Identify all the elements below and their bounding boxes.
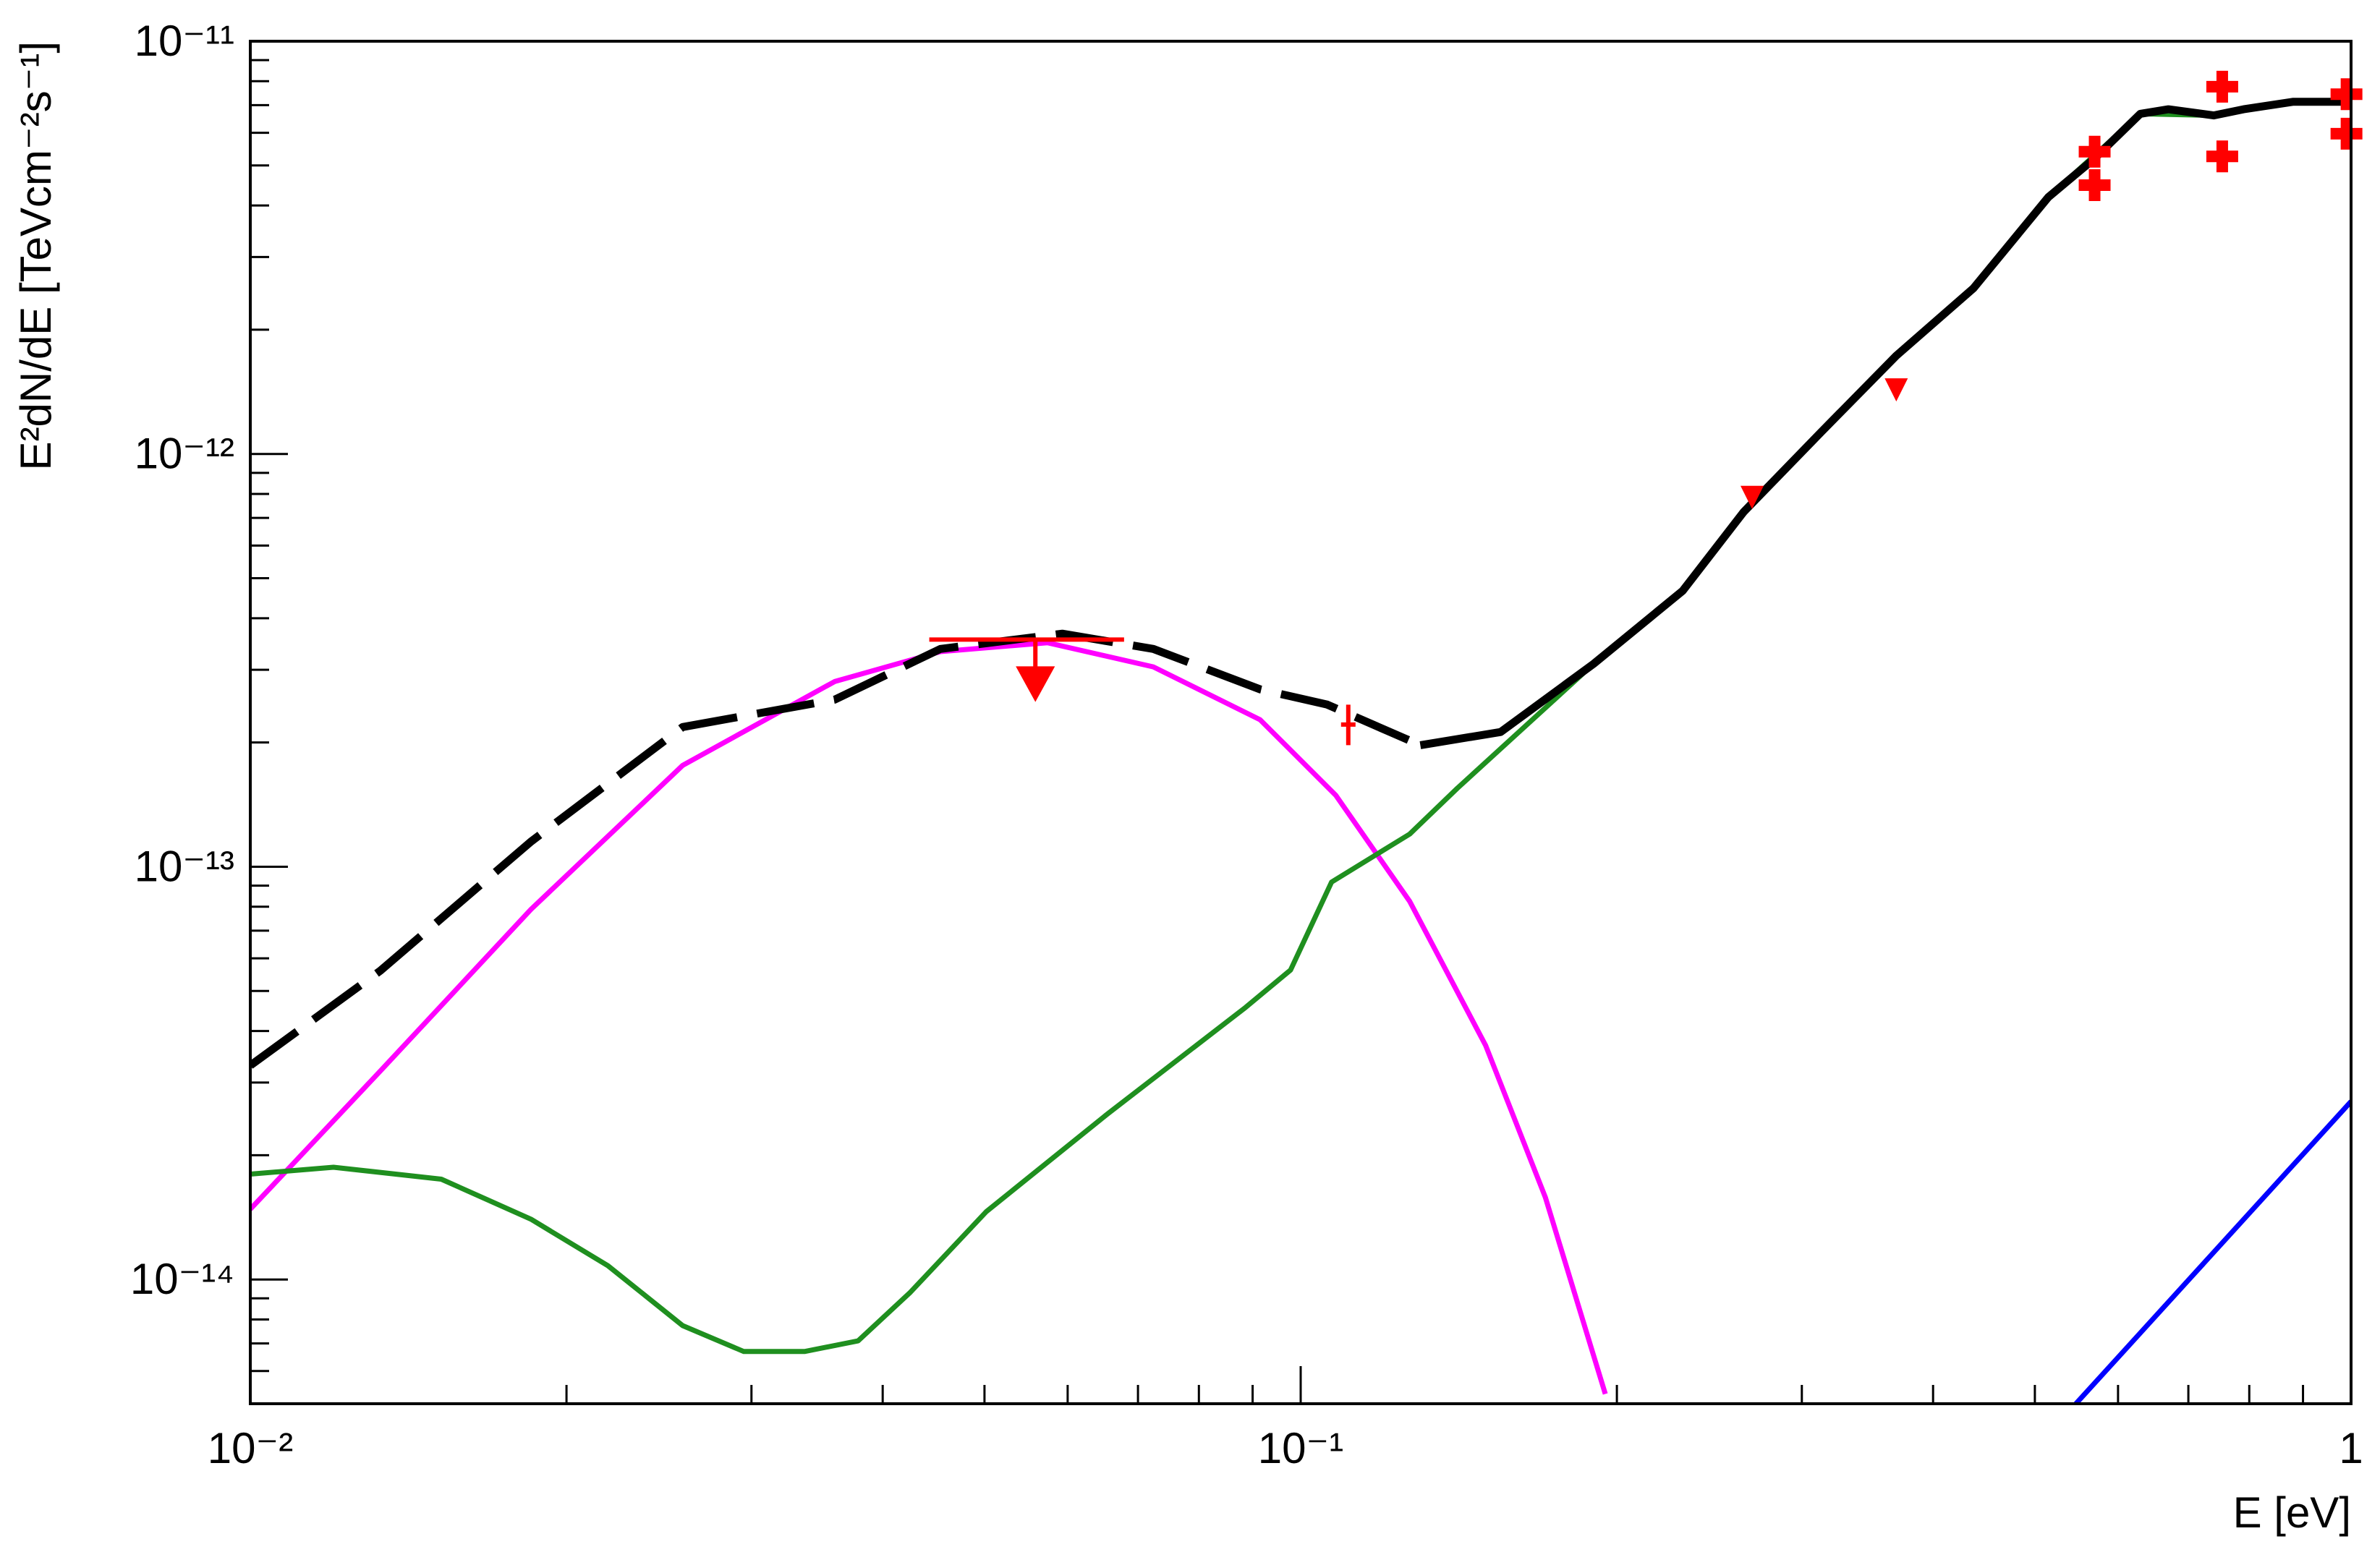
y-tick-label: 10⁻¹⁴ [130, 1255, 234, 1303]
error-bar [1340, 704, 1356, 746]
plot-frame [249, 40, 2353, 1405]
spectrum-curve [250, 99, 2351, 1355]
data-point [2078, 169, 2111, 202]
spectrum-curve [250, 629, 1422, 1069]
y-tick-label: 10⁻¹¹ [135, 17, 234, 65]
data-point [2330, 78, 2363, 111]
x-tick-label: 10⁻² [208, 1424, 293, 1472]
y-tick-label: 10⁻¹² [135, 430, 234, 478]
upper-limit-arrow [1016, 639, 1055, 702]
data-point [2206, 140, 2238, 173]
spectrum-curve [250, 640, 1608, 1395]
y-tick-label: 10⁻¹³ [135, 842, 234, 890]
x-axis-title: E [eV] [2233, 1488, 2351, 1537]
spectrum-curve [2074, 1099, 2351, 1404]
y-axis-title: E²dN/dE [TeVcm⁻²s⁻¹] [12, 41, 60, 470]
x-tick-label: 10⁻¹ [1258, 1424, 1343, 1472]
data-point [2330, 117, 2363, 150]
upper-limit [1884, 378, 1908, 402]
data-point [2078, 135, 2111, 168]
x-tick-label: 1 [2339, 1424, 2363, 1472]
spectrum-curve [1419, 98, 2351, 749]
curves [250, 98, 2351, 1404]
data-point [2206, 70, 2238, 103]
upper-limit [1741, 485, 1764, 509]
